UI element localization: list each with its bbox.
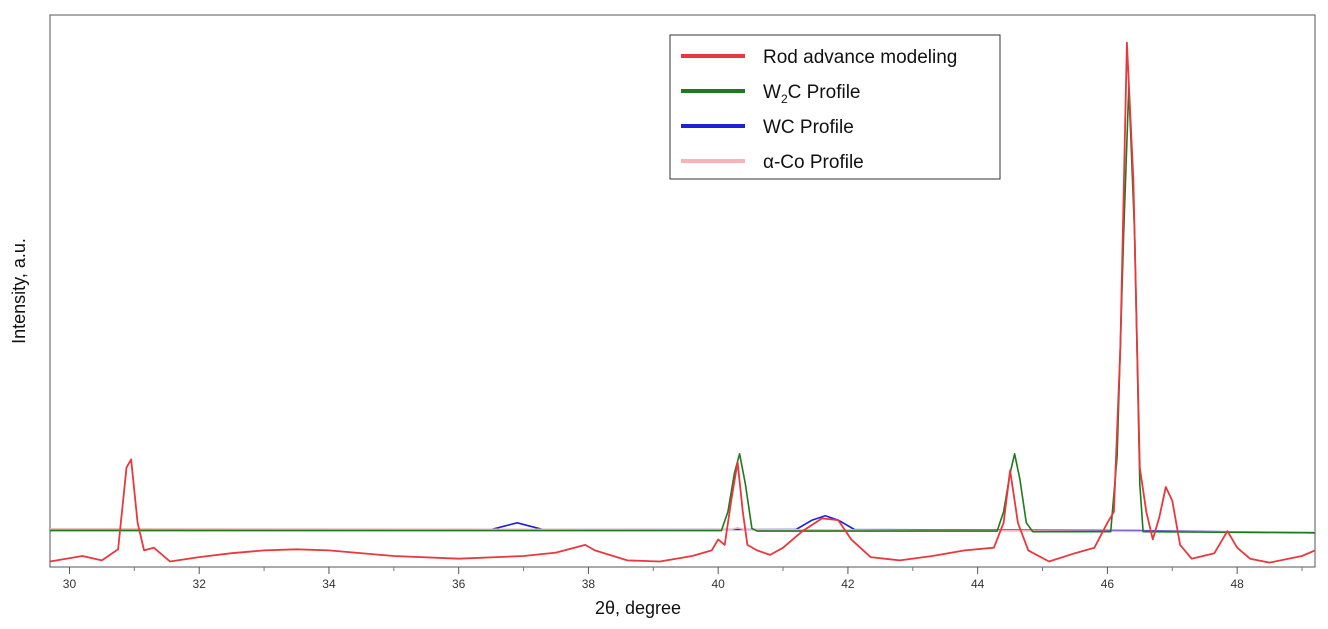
legend: Rod advance modeling W2C Profile WC Prof…	[669, 34, 1001, 180]
x-tick-label: 40	[711, 577, 725, 591]
x-tick-label: 34	[322, 577, 336, 591]
x-tick-label: 30	[63, 577, 77, 591]
legend-label-w2c-sub: 2	[781, 92, 788, 106]
x-tick-label: 48	[1230, 577, 1244, 591]
series-layer	[49, 41, 1316, 564]
legend-box	[669, 34, 1001, 180]
x-tick-label: 46	[1101, 577, 1115, 591]
legend-label-wc: WC Profile	[763, 117, 854, 138]
x-tick-label: 32	[193, 577, 207, 591]
legend-label-w2c-suffix: C Profile	[788, 82, 861, 103]
x-axis-title: 2θ, degree	[595, 598, 681, 618]
legend-label-alpha-co: α-Co Profile	[763, 152, 864, 173]
series-line-rod-advance-modeling	[49, 41, 1316, 564]
x-tick-label: 36	[452, 577, 466, 591]
x-axis: 30 32 34 36 38 40 42 44 46 48	[63, 567, 1303, 591]
x-tick-label: 42	[841, 577, 855, 591]
x-tick-label: 44	[971, 577, 985, 591]
y-axis-title: Intensity, a.u.	[9, 238, 29, 344]
legend-label-w2c: W2C Profile	[763, 82, 860, 106]
legend-label-rod-advance: Rod advance modeling	[763, 47, 957, 68]
legend-label-w2c-main: W	[763, 82, 781, 103]
x-tick-label: 38	[582, 577, 596, 591]
